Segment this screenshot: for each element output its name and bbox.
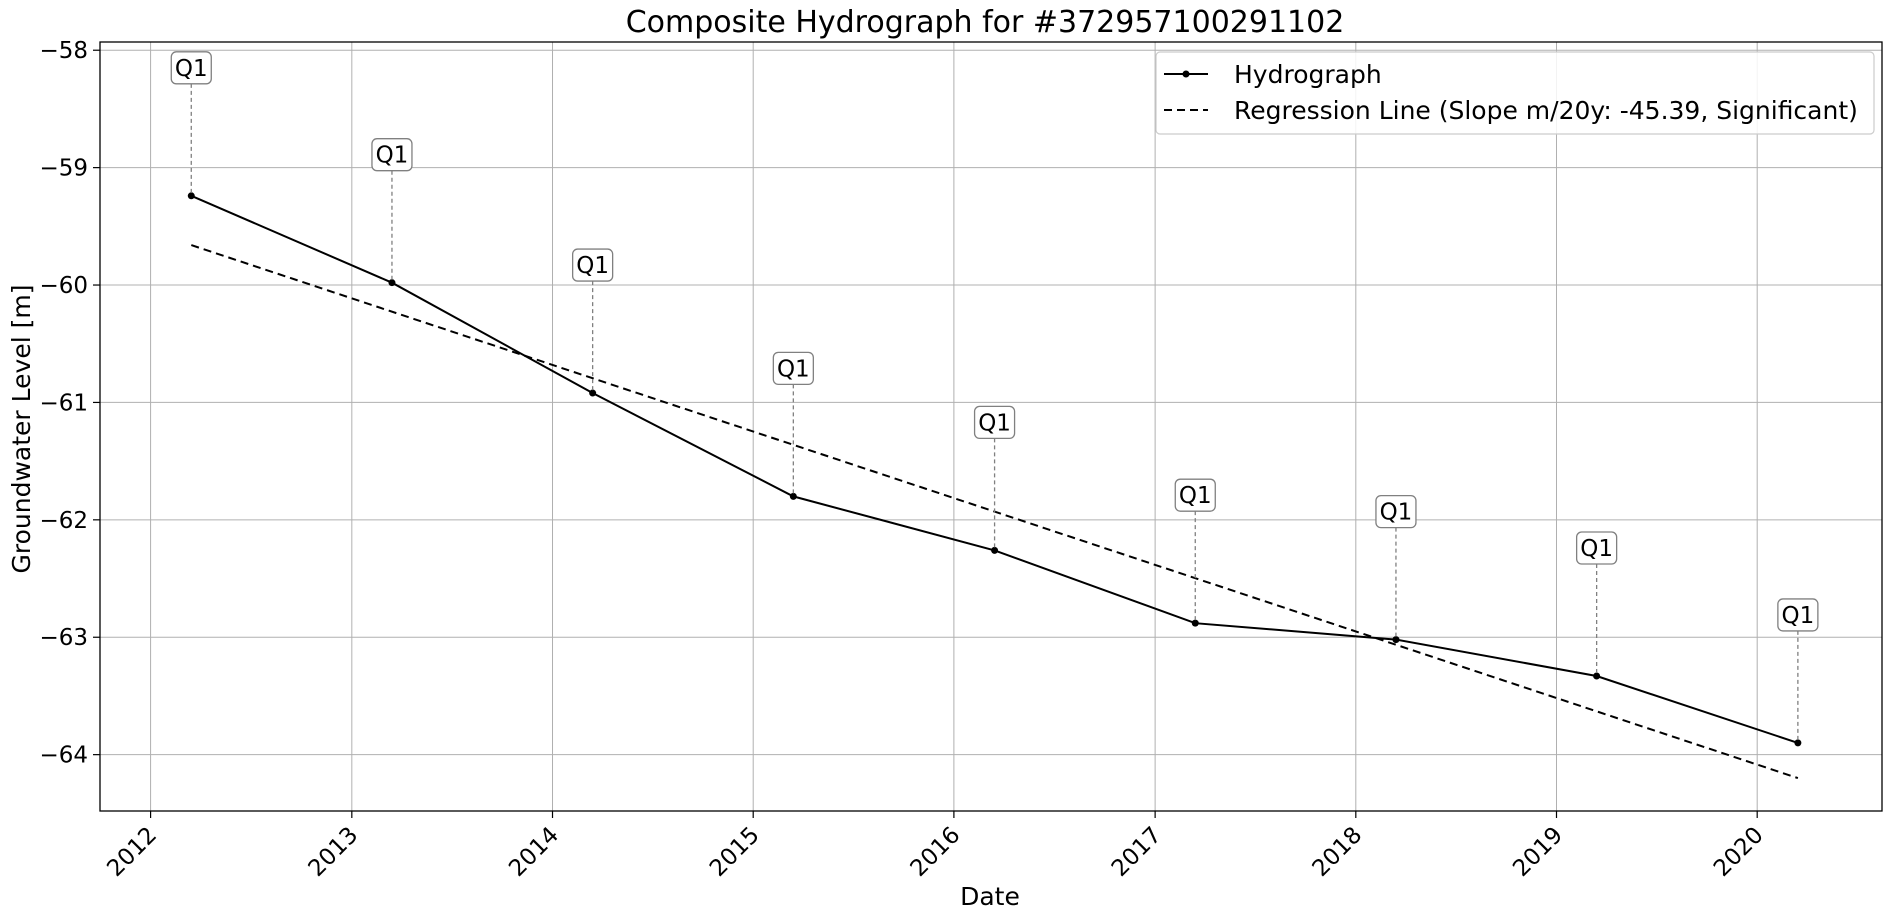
annotations: Q1 Q1 Q1 Q1 Q1 Q1 Q1 Q1 Q1 (170, 51, 1819, 743)
y-tick-label: −62 (39, 508, 88, 534)
plot-frame (99, 41, 1883, 812)
annotation-box (1375, 494, 1417, 529)
hydrograph-point[interactable] (1794, 739, 1802, 747)
y-axis-label: Groundwater Level [m] (7, 285, 36, 574)
hydrograph-point[interactable] (789, 492, 797, 500)
legend-marker (1182, 70, 1190, 78)
hydrograph-point[interactable] (388, 279, 396, 287)
y-tick-label: −60 (39, 273, 88, 299)
legend-entry[interactable]: Hydrograph (1234, 60, 1382, 89)
y-tick-label: −63 (39, 625, 88, 651)
hydrograph-point[interactable] (1191, 619, 1199, 627)
hydrograph-point[interactable] (1392, 636, 1400, 644)
annotation-label: Q1 (1782, 603, 1815, 629)
annotation-label: Q1 (1580, 536, 1613, 562)
y-tick-label: −59 (39, 156, 88, 182)
annotation-label: Q1 (576, 253, 609, 279)
annotation-label: Q1 (1380, 500, 1413, 526)
annotation-box (170, 51, 212, 85)
annotation-box (571, 248, 614, 282)
y-tick-label: −58 (39, 38, 88, 64)
annotation-box (973, 405, 1016, 440)
y-ticks: −58 −59 −60 −61 −62 −63 −64 (39, 38, 100, 769)
legend-entry[interactable]: Regression Line (Slope m/20y: -45.39, Si… (1234, 96, 1858, 125)
annotation-label: Q1 (978, 410, 1011, 436)
annotation-box (1777, 598, 1819, 632)
chart-title: Composite Hydrograph for #37295710029110… (626, 5, 1345, 40)
annotation-box (772, 351, 814, 386)
annotation-label: Q1 (1179, 483, 1212, 509)
y-tick-label: −61 (39, 390, 88, 416)
x-axis-label: Date (960, 882, 1020, 911)
y-tick-label: −64 (39, 743, 88, 769)
annotation-box (1575, 531, 1618, 565)
annotation-box (371, 138, 413, 172)
annotation-label: Q1 (777, 356, 810, 382)
legend[interactable]: Hydrograph Regression Line (Slope m/20y: … (1155, 51, 1875, 135)
annotation-label: Q1 (175, 56, 208, 82)
hydrograph-point[interactable] (991, 546, 999, 554)
hydrograph-point[interactable] (589, 389, 597, 397)
hydrograph-point[interactable] (1593, 672, 1601, 680)
annotation-box (1174, 478, 1216, 512)
annotation-label: Q1 (376, 143, 409, 169)
hydrograph-point[interactable] (187, 192, 195, 200)
legend-box (1155, 51, 1875, 135)
